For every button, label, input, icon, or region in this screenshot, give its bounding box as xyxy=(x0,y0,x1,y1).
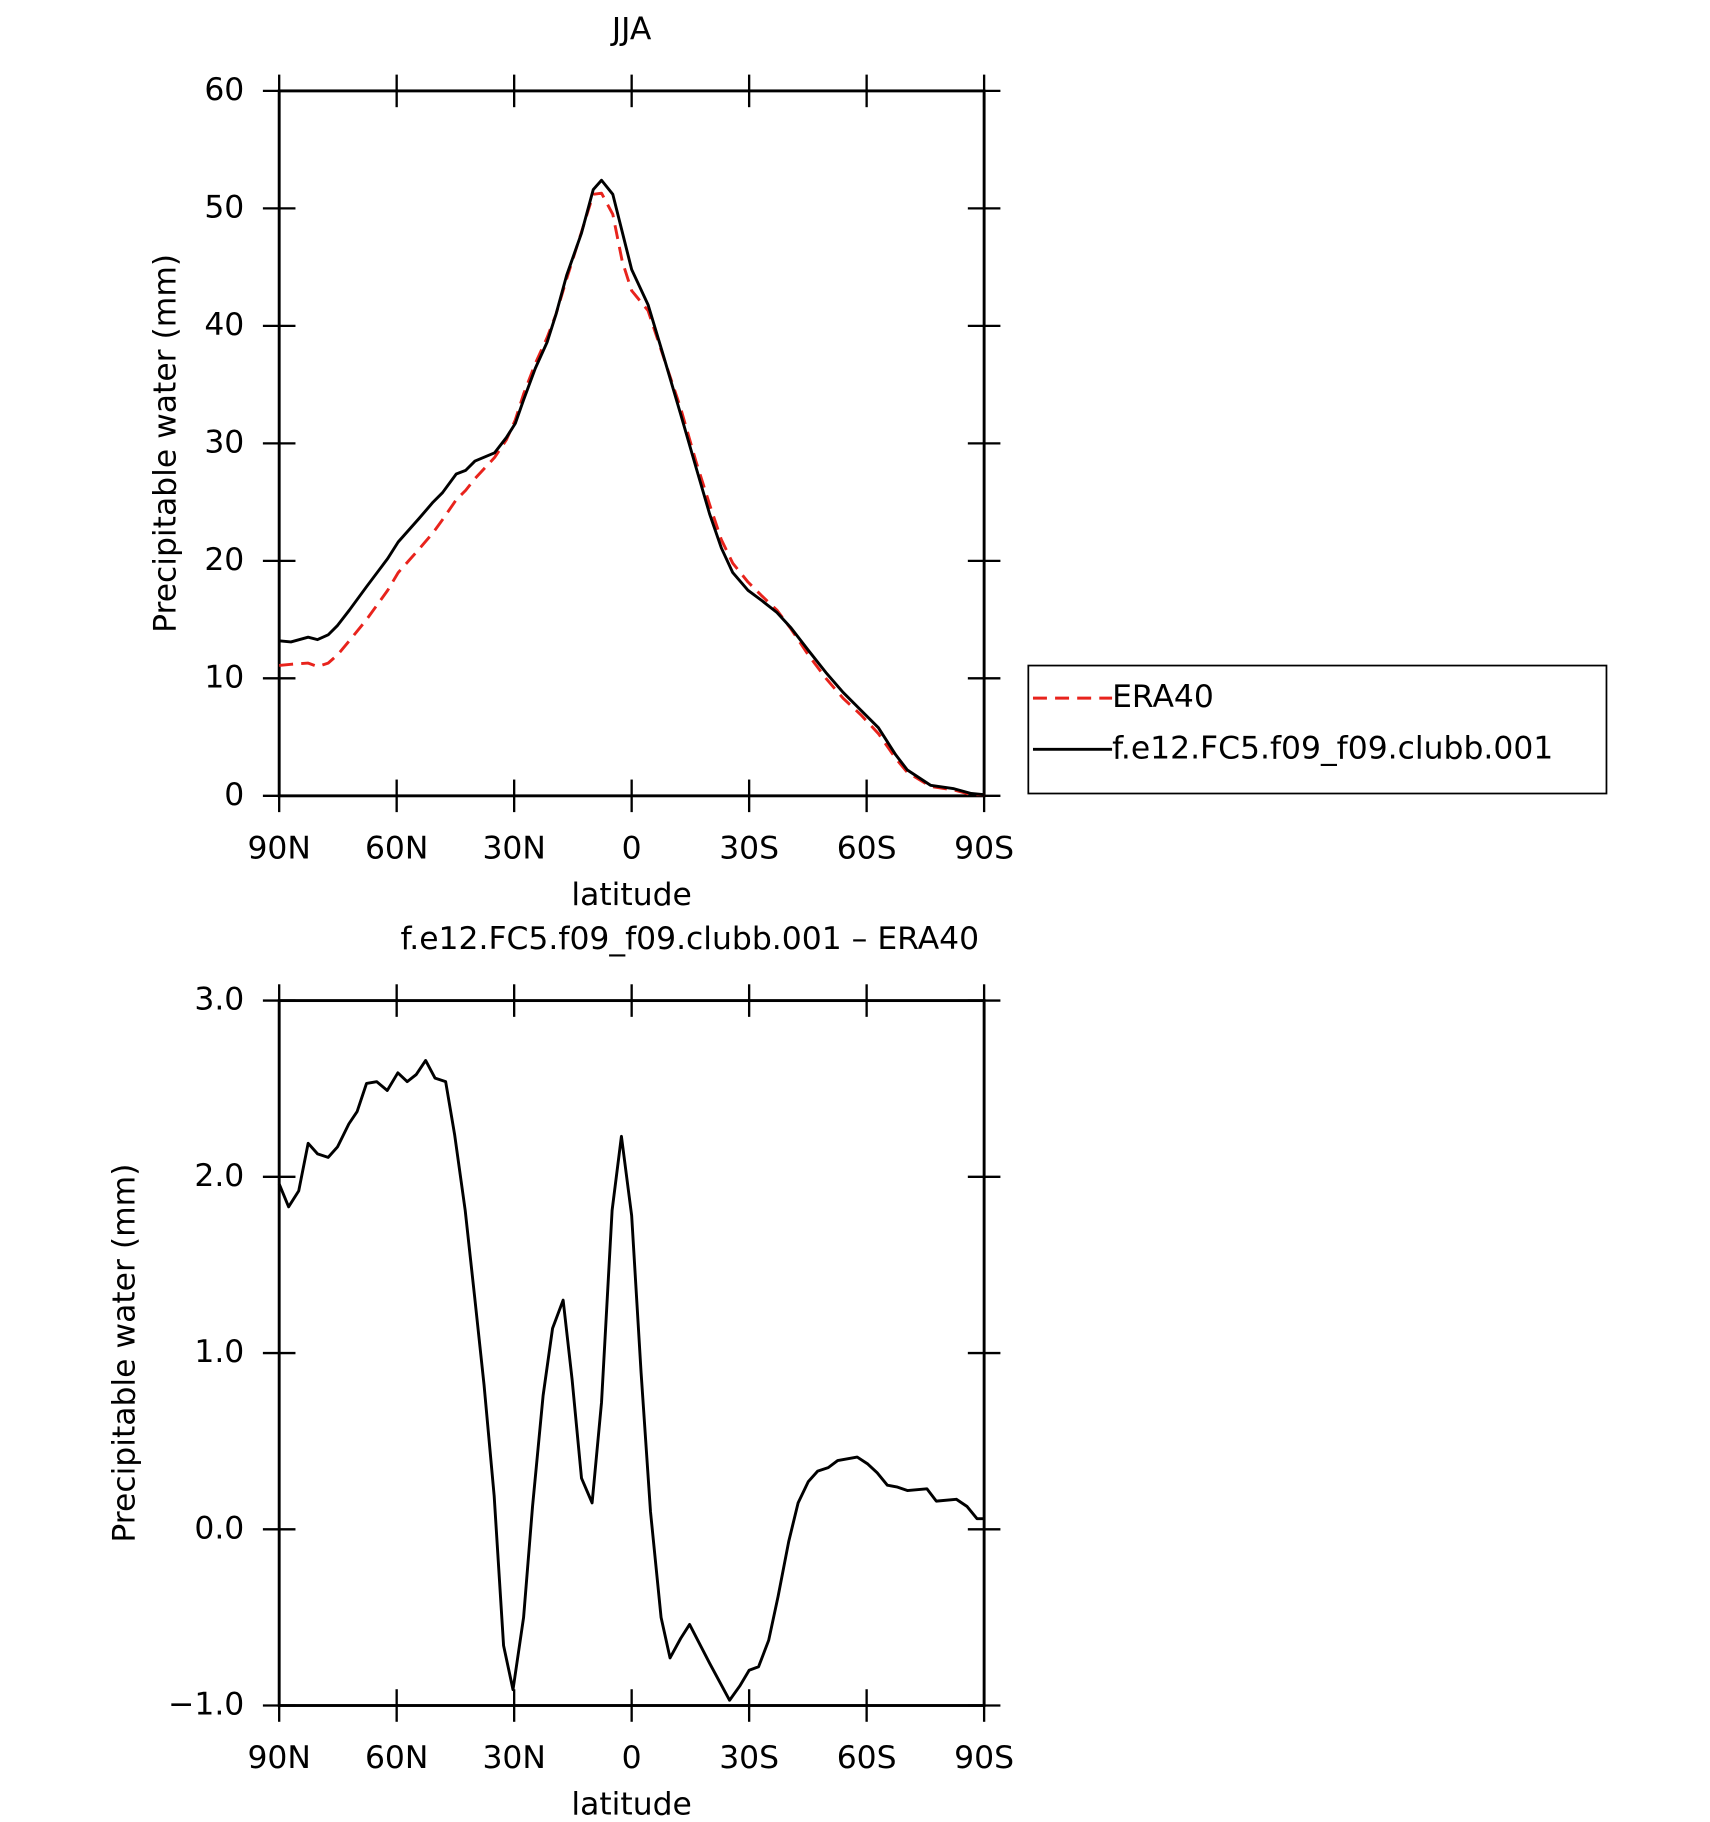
y-tick-label: 20 xyxy=(204,542,244,578)
series-line xyxy=(279,178,985,797)
series-line xyxy=(277,1059,985,1702)
y-tick-label: 0.0 xyxy=(194,1510,244,1546)
x-tick-label: 30S xyxy=(719,830,779,866)
chart-title: JJA xyxy=(610,11,652,47)
x-tick-label: 0 xyxy=(622,1740,642,1776)
series-line xyxy=(279,191,985,797)
x-tick-label: 60N xyxy=(365,1740,428,1776)
x-tick-label: 60S xyxy=(837,1740,897,1776)
y-tick-label: 10 xyxy=(204,659,244,695)
y-tick-label: 60 xyxy=(204,72,244,108)
y-tick-label: 2.0 xyxy=(194,1158,244,1194)
x-axis-label: latitude xyxy=(571,1787,691,1822)
x-tick-label: 60N xyxy=(365,830,428,866)
y-tick-label: 40 xyxy=(204,307,244,343)
y-tick-label: −1.0 xyxy=(168,1687,244,1723)
x-tick-label: 60S xyxy=(837,830,897,866)
x-tick-label: 90N xyxy=(247,1740,310,1776)
y-tick-label: 3.0 xyxy=(194,982,244,1018)
y-tick-label: 50 xyxy=(204,189,244,225)
x-tick-label: 90S xyxy=(954,830,1014,866)
x-tick-label: 30S xyxy=(719,1740,779,1776)
y-tick-label: 1.0 xyxy=(194,1334,244,1370)
x-tick-label: 90S xyxy=(954,1740,1014,1776)
y-axis-label: Precipitable water (mm) xyxy=(107,1163,143,1542)
legend-label: ERA40 xyxy=(1112,679,1214,715)
chart-title: f.e12.FC5.f09_f09.clubb.001 – ERA40 xyxy=(400,921,979,957)
y-tick-label: 0 xyxy=(224,777,244,813)
x-tick-label: 30N xyxy=(482,830,545,866)
legend-box xyxy=(1027,664,1608,795)
plot-frame xyxy=(277,999,986,1707)
x-tick-label: 90N xyxy=(247,830,310,866)
x-axis-label: latitude xyxy=(571,877,691,913)
y-axis-label: Precipitable water (mm) xyxy=(147,254,183,633)
legend-label: f.e12.FC5.f09_f09.clubb.001 xyxy=(1112,730,1553,766)
plot-frame xyxy=(277,89,986,798)
x-tick-label: 0 xyxy=(622,830,642,866)
x-tick-label: 30N xyxy=(482,1740,545,1776)
y-tick-label: 30 xyxy=(204,424,244,460)
